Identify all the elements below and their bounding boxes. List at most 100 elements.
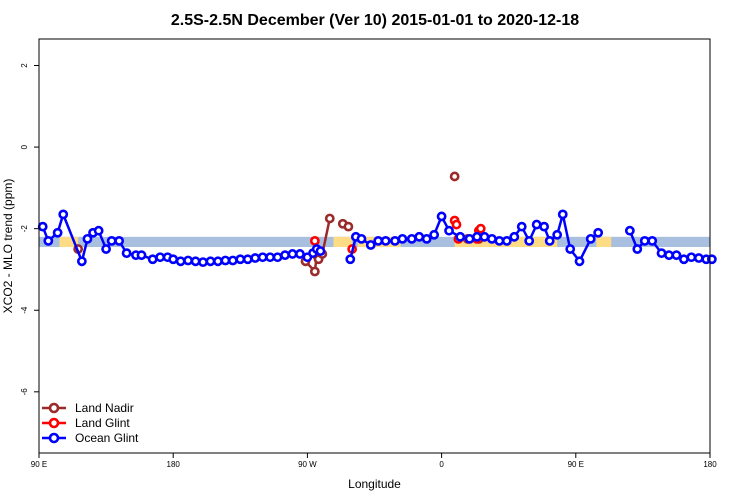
ocean-glint-point <box>220 255 231 266</box>
land-nadir-point <box>309 266 320 277</box>
ocean-glint-point <box>136 250 147 261</box>
x-tick-label: 0 <box>439 460 444 469</box>
ocean-glint-point <box>585 233 596 244</box>
legend-item-land-glint: Land Glint <box>42 416 130 430</box>
x-tick-label: 90 W <box>298 460 317 469</box>
ocean-glint-point <box>436 211 447 222</box>
ocean-glint-point <box>76 256 87 267</box>
legend-item-land-nadir: Land Nadir <box>42 401 134 415</box>
ocean-glint-point <box>509 231 520 242</box>
ocean-glint-point <box>287 249 298 259</box>
ocean-glint-point <box>552 229 563 240</box>
ocean-glint-point <box>414 231 425 242</box>
land-nadir-point <box>343 221 354 232</box>
y-tick-label: -2 <box>20 225 29 233</box>
ocean-glint-point <box>544 236 555 246</box>
ocean-glint-point <box>356 233 367 244</box>
ocean-glint-point <box>205 256 216 267</box>
ocean-glint-point <box>494 236 505 246</box>
x-axis-label: Longitude <box>348 477 401 491</box>
series-layer <box>37 171 717 277</box>
ocean-glint-point <box>213 256 223 267</box>
ocean-glint-point <box>524 236 535 246</box>
y-tick-label: -4 <box>20 306 29 314</box>
ocean-glint-point <box>647 236 658 246</box>
ocean-glint-point <box>501 236 512 246</box>
ocean-glint-point <box>175 256 186 267</box>
ocean-glint-point <box>593 227 604 238</box>
ocean-glint-point <box>227 255 238 266</box>
ocean-glint-point <box>257 252 268 263</box>
ocean-glint-point <box>429 229 440 240</box>
ocean-glint-point <box>147 254 158 265</box>
ocean-glint-point <box>679 254 689 265</box>
ocean-glint-point <box>539 221 550 232</box>
legend-swatch-marker <box>48 417 60 429</box>
band-land <box>59 236 79 248</box>
ocean-glint-point <box>632 244 643 254</box>
x-tick-label: 180 <box>703 460 717 469</box>
ocean-glint-point <box>155 252 166 263</box>
x-tick-label: 90 E <box>31 460 47 469</box>
legend-swatch-marker <box>48 402 60 414</box>
legend-item-ocean-glint: Ocean Glint <box>42 431 139 445</box>
ocean-glint-point <box>242 254 253 265</box>
ocean-glint-point <box>479 231 490 242</box>
ocean-glint-point <box>235 254 246 265</box>
ocean-glint-point <box>106 236 117 246</box>
ocean-glint-point <box>250 253 261 263</box>
ocean-glint-point <box>365 240 376 250</box>
chart-title: 2.5S-2.5N December (Ver 10) 2015-01-01 t… <box>171 12 579 29</box>
ocean-glint-point <box>93 225 104 236</box>
ocean-glint-point <box>574 256 585 267</box>
ocean-glint-point <box>390 236 400 246</box>
ocean-glint-point <box>421 233 432 244</box>
ocean-glint-point <box>37 221 48 232</box>
series-ocean-glint <box>37 209 717 268</box>
ocean-glint-point <box>295 249 305 259</box>
plot-frame <box>38 38 711 454</box>
ocean-glint-point <box>487 233 497 244</box>
y-tick-label: 0 <box>20 144 29 149</box>
ocean-glint-point <box>198 257 208 268</box>
ocean-glint-point <box>121 248 132 259</box>
land-nadir-point <box>449 171 460 182</box>
ocean-glint-point <box>565 244 576 254</box>
ocean-glint-point <box>52 227 63 238</box>
ocean-glint-point <box>664 250 674 261</box>
ocean-glint-point <box>624 225 635 236</box>
ocean-glint-point <box>345 254 356 265</box>
ocean-glint-point <box>656 248 667 259</box>
ocean-glint-point <box>315 246 326 256</box>
x-tick-label: 180 <box>167 460 181 469</box>
ocean-glint-point <box>686 252 697 263</box>
land-glint-point <box>475 223 486 234</box>
ocean-glint-point <box>671 250 682 261</box>
ocean-glint-point <box>190 256 201 267</box>
land-glint-point <box>451 219 462 230</box>
ocean-glint-point <box>639 236 650 246</box>
land-glint-point <box>309 236 320 246</box>
ocean-glint-point <box>58 209 69 220</box>
ocean-glint-point <box>101 244 111 254</box>
y-axis-label: XCO2 - MLO trend (ppm) <box>1 179 15 314</box>
ocean-glint-point <box>43 236 54 246</box>
legend-label: Ocean Glint <box>75 431 139 445</box>
ocean-glint-point <box>557 209 568 220</box>
legend-swatch-marker <box>48 432 60 444</box>
ocean-glint-point <box>82 233 93 244</box>
ocean-glint-point <box>706 254 717 265</box>
ocean-glint-point <box>464 233 475 244</box>
ocean-glint-point <box>531 219 542 230</box>
ocean-glint-point <box>380 236 391 246</box>
ocean-glint-point <box>397 233 408 244</box>
ocean-glint-point <box>406 233 417 244</box>
y-tick-label: -6 <box>20 388 29 396</box>
ocean-glint-point <box>455 231 466 242</box>
ocean-glint-point <box>373 236 384 246</box>
legend-label: Land Glint <box>75 416 130 430</box>
ocean-glint-point <box>183 255 194 266</box>
ocean-glint-point <box>516 221 527 232</box>
ocean-glint-point <box>280 250 290 261</box>
